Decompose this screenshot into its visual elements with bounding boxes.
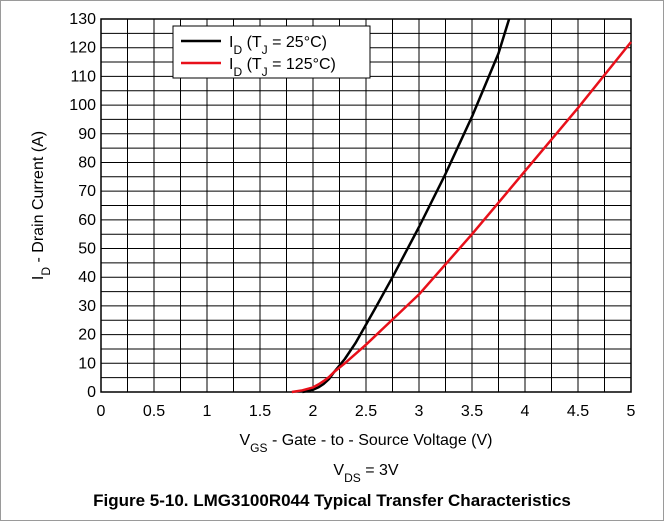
y-axis-title: ID - Drain Current (A) [30, 131, 53, 280]
y-tick-label: 60 [78, 212, 96, 229]
x-tick-label: 5 [627, 403, 636, 420]
y-tick-label: 80 [78, 154, 96, 171]
x-tick-label: 0.5 [143, 403, 165, 420]
x-tick-label: 3 [415, 403, 424, 420]
y-tick-label: 40 [78, 269, 96, 286]
x-axis-title: VGS - Gate - to - Source Voltage (V) [240, 432, 493, 455]
y-tick-label: 70 [78, 183, 96, 200]
x-tick-label: 3.5 [461, 403, 483, 420]
y-tick-label: 50 [78, 241, 96, 258]
legend-label-25c: ID (TJ = 25°C) [229, 34, 327, 57]
y-tick-label: 110 [70, 68, 96, 85]
x-tick-label: 4.5 [567, 403, 589, 420]
y-tick-label: 130 [69, 11, 96, 28]
series-line-125c [291, 41, 632, 394]
y-tick-label: 120 [69, 40, 96, 57]
y-tick-label: 100 [69, 97, 96, 114]
y-tick-label: 30 [78, 298, 96, 315]
series-line-25c [302, 18, 511, 394]
x-tick-label: 2.5 [355, 403, 377, 420]
x-tick-label: 1 [203, 403, 212, 420]
legend: ID (TJ = 25°C) ID (TJ = 125°C) [172, 25, 371, 79]
x-tick-label: 1.5 [249, 403, 271, 420]
legend-box [172, 25, 371, 79]
figure-caption: Figure 5-10. LMG3100R044 Typical Transfe… [93, 491, 571, 510]
transfer-characteristics-chart: 0 0.5 1 1.5 2 2.5 3 3.5 4 4.5 50102030405060708090… [30, 11, 636, 485]
y-tick-label: 10 [78, 355, 96, 372]
y-tick-label: 0 [87, 384, 96, 401]
legend-label-125c: ID (TJ = 125°C) [229, 56, 336, 79]
plot-area [100, 18, 632, 393]
series-lines [291, 18, 632, 394]
y-tick-label: 90 [78, 126, 96, 143]
tick-labels: 0 0.5 1 1.5 2 2.5 3 3.5 4 4.5 50102030405060708090… [69, 11, 635, 420]
x-tick-label: 4 [521, 403, 530, 420]
x-tick-label: 2 [309, 403, 318, 420]
y-tick-label: 20 [78, 327, 96, 344]
x-tick-label: 0 [97, 403, 106, 420]
vds-condition-note: VDS = 3V [333, 462, 398, 485]
